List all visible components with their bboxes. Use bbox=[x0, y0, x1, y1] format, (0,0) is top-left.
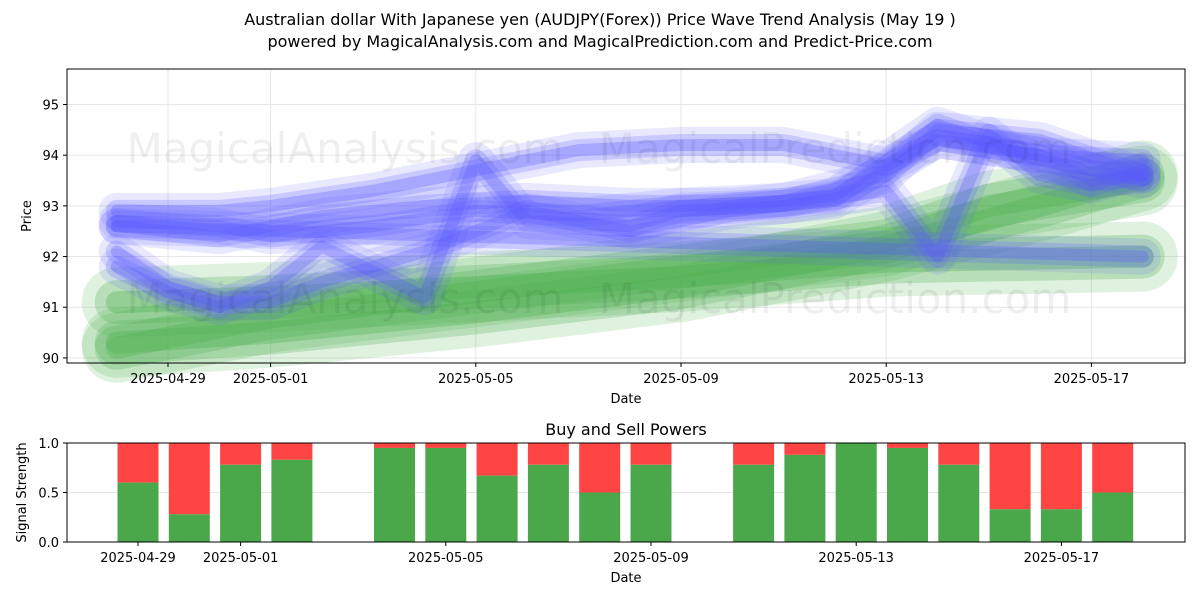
x-tick-label: 2025-05-13 bbox=[818, 551, 894, 566]
sell-power-bar bbox=[168, 443, 210, 515]
blue-wave-band bbox=[98, 122, 1161, 229]
x-tick-label: 2025-05-01 bbox=[233, 372, 309, 387]
sell-power-bar bbox=[579, 443, 621, 493]
x-tick-label: 2025-05-13 bbox=[848, 372, 924, 387]
x-tick-label: 2025-05-09 bbox=[613, 551, 689, 566]
blue-wave-band bbox=[110, 220, 1149, 263]
blue-wave-band bbox=[98, 106, 1161, 255]
sell-power-bar bbox=[630, 443, 672, 465]
buy-power-bar bbox=[220, 464, 262, 542]
sell-power-bar bbox=[374, 443, 415, 448]
sell-power-bar bbox=[271, 443, 313, 460]
watermark-text: MagicalPrediction.com bbox=[599, 124, 1072, 173]
y-tick-label: 92 bbox=[42, 251, 59, 266]
blue-wave-band bbox=[98, 111, 1161, 255]
sell-power-bar bbox=[733, 443, 775, 465]
blue-wave-band bbox=[105, 129, 1154, 222]
x-axis-label: Date bbox=[610, 392, 641, 407]
sell-power-bar bbox=[476, 443, 518, 476]
y-tick-label: 93 bbox=[42, 200, 59, 215]
blue-wave-band bbox=[105, 113, 1154, 248]
sell-power-bar bbox=[1040, 443, 1082, 510]
buy-power-bar bbox=[117, 482, 159, 542]
x-tick-label: 2025-04-29 bbox=[130, 372, 206, 387]
buy-power-bar bbox=[1092, 492, 1134, 542]
green-wave-band bbox=[81, 140, 1178, 378]
green-wave-band bbox=[94, 158, 1165, 370]
green-wave-band bbox=[94, 234, 1165, 325]
watermark-text: MagicalPrediction.com bbox=[599, 274, 1072, 323]
sell-power-bar bbox=[887, 443, 928, 448]
blue-wave-band bbox=[105, 129, 1154, 314]
green-wave-band bbox=[81, 221, 1178, 338]
buy-power-bar bbox=[733, 464, 775, 542]
y-axis-label: Signal Strength bbox=[15, 442, 30, 542]
price-plot bbox=[67, 69, 1185, 383]
y-tick-label: 94 bbox=[42, 149, 59, 164]
green-wave-band bbox=[81, 145, 1178, 383]
watermark-text: MagicalAnalysis.com bbox=[127, 124, 564, 173]
y-tick-label: 90 bbox=[42, 352, 59, 367]
x-tick-label: 2025-05-05 bbox=[408, 551, 484, 566]
buy-power-bar bbox=[887, 447, 928, 542]
watermark-text: MagicalAnalysis.com bbox=[127, 274, 564, 323]
sell-power-bar bbox=[220, 443, 262, 465]
x-tick-label: 2025-04-29 bbox=[100, 551, 176, 566]
blue-wave-band bbox=[110, 118, 1149, 243]
buy-power-bar bbox=[579, 492, 621, 542]
x-tick-label: 2025-05-05 bbox=[438, 372, 514, 387]
x-tick-label: 2025-05-17 bbox=[1024, 551, 1100, 566]
green-wave-band bbox=[105, 245, 1154, 314]
blue-wave-band bbox=[98, 122, 1161, 321]
chart-subtitle: powered by MagicalAnalysis.com and Magic… bbox=[267, 32, 933, 51]
sell-power-bar bbox=[117, 443, 159, 483]
blue-wave-band bbox=[110, 134, 1149, 217]
y-tick-label: 95 bbox=[42, 98, 59, 113]
sell-power-bar bbox=[938, 443, 980, 465]
buy-power-bar bbox=[374, 447, 415, 542]
sell-power-bar bbox=[784, 443, 826, 455]
x-tick-label: 2025-05-01 bbox=[203, 551, 279, 566]
blue-wave-band bbox=[110, 123, 1149, 243]
y-tick-label: 0.0 bbox=[38, 536, 59, 551]
y-axis-label: Price bbox=[20, 200, 35, 232]
buy-power-bar bbox=[476, 475, 518, 542]
buy-power-bar bbox=[527, 464, 569, 542]
sell-power-bar bbox=[527, 443, 569, 465]
buy-power-bar bbox=[938, 464, 980, 542]
buy-power-bar bbox=[168, 514, 210, 542]
y-tick-label: 1.0 bbox=[38, 437, 59, 452]
blue-wave-band bbox=[105, 215, 1154, 268]
blue-wave-band bbox=[110, 128, 1149, 314]
blue-wave-band bbox=[105, 118, 1154, 248]
x-tick-label: 2025-05-17 bbox=[1054, 372, 1130, 387]
y-tick-label: 91 bbox=[42, 301, 59, 316]
blue-wave-band bbox=[105, 123, 1154, 319]
x-axis-label: Date bbox=[610, 571, 641, 586]
price-plot-frame bbox=[66, 68, 1186, 364]
buy-power-bar bbox=[784, 454, 826, 542]
blue-wave-band bbox=[98, 116, 1161, 326]
buy-power-bar bbox=[989, 509, 1031, 542]
bar-chart-title: Buy and Sell Powers bbox=[545, 420, 707, 439]
signal-plot bbox=[67, 442, 1185, 543]
green-wave-band bbox=[105, 164, 1154, 354]
x-tick-label: 2025-05-09 bbox=[643, 372, 719, 387]
chart-title: Australian dollar With Japanese yen (AUD… bbox=[244, 10, 956, 29]
buy-power-bar bbox=[271, 459, 313, 542]
buy-power-bar bbox=[425, 447, 467, 542]
sell-power-bar bbox=[425, 443, 467, 448]
blue-wave-band bbox=[110, 134, 1149, 309]
green-wave-band bbox=[105, 169, 1154, 359]
buy-power-bar bbox=[835, 443, 877, 542]
buy-power-bar bbox=[630, 464, 672, 542]
y-tick-label: 0.5 bbox=[38, 487, 59, 502]
green-wave-band bbox=[94, 153, 1165, 365]
blue-wave-band bbox=[98, 208, 1161, 275]
sell-power-bar bbox=[989, 443, 1031, 510]
buy-power-bar bbox=[1040, 509, 1082, 542]
sell-power-bar bbox=[1092, 443, 1134, 493]
